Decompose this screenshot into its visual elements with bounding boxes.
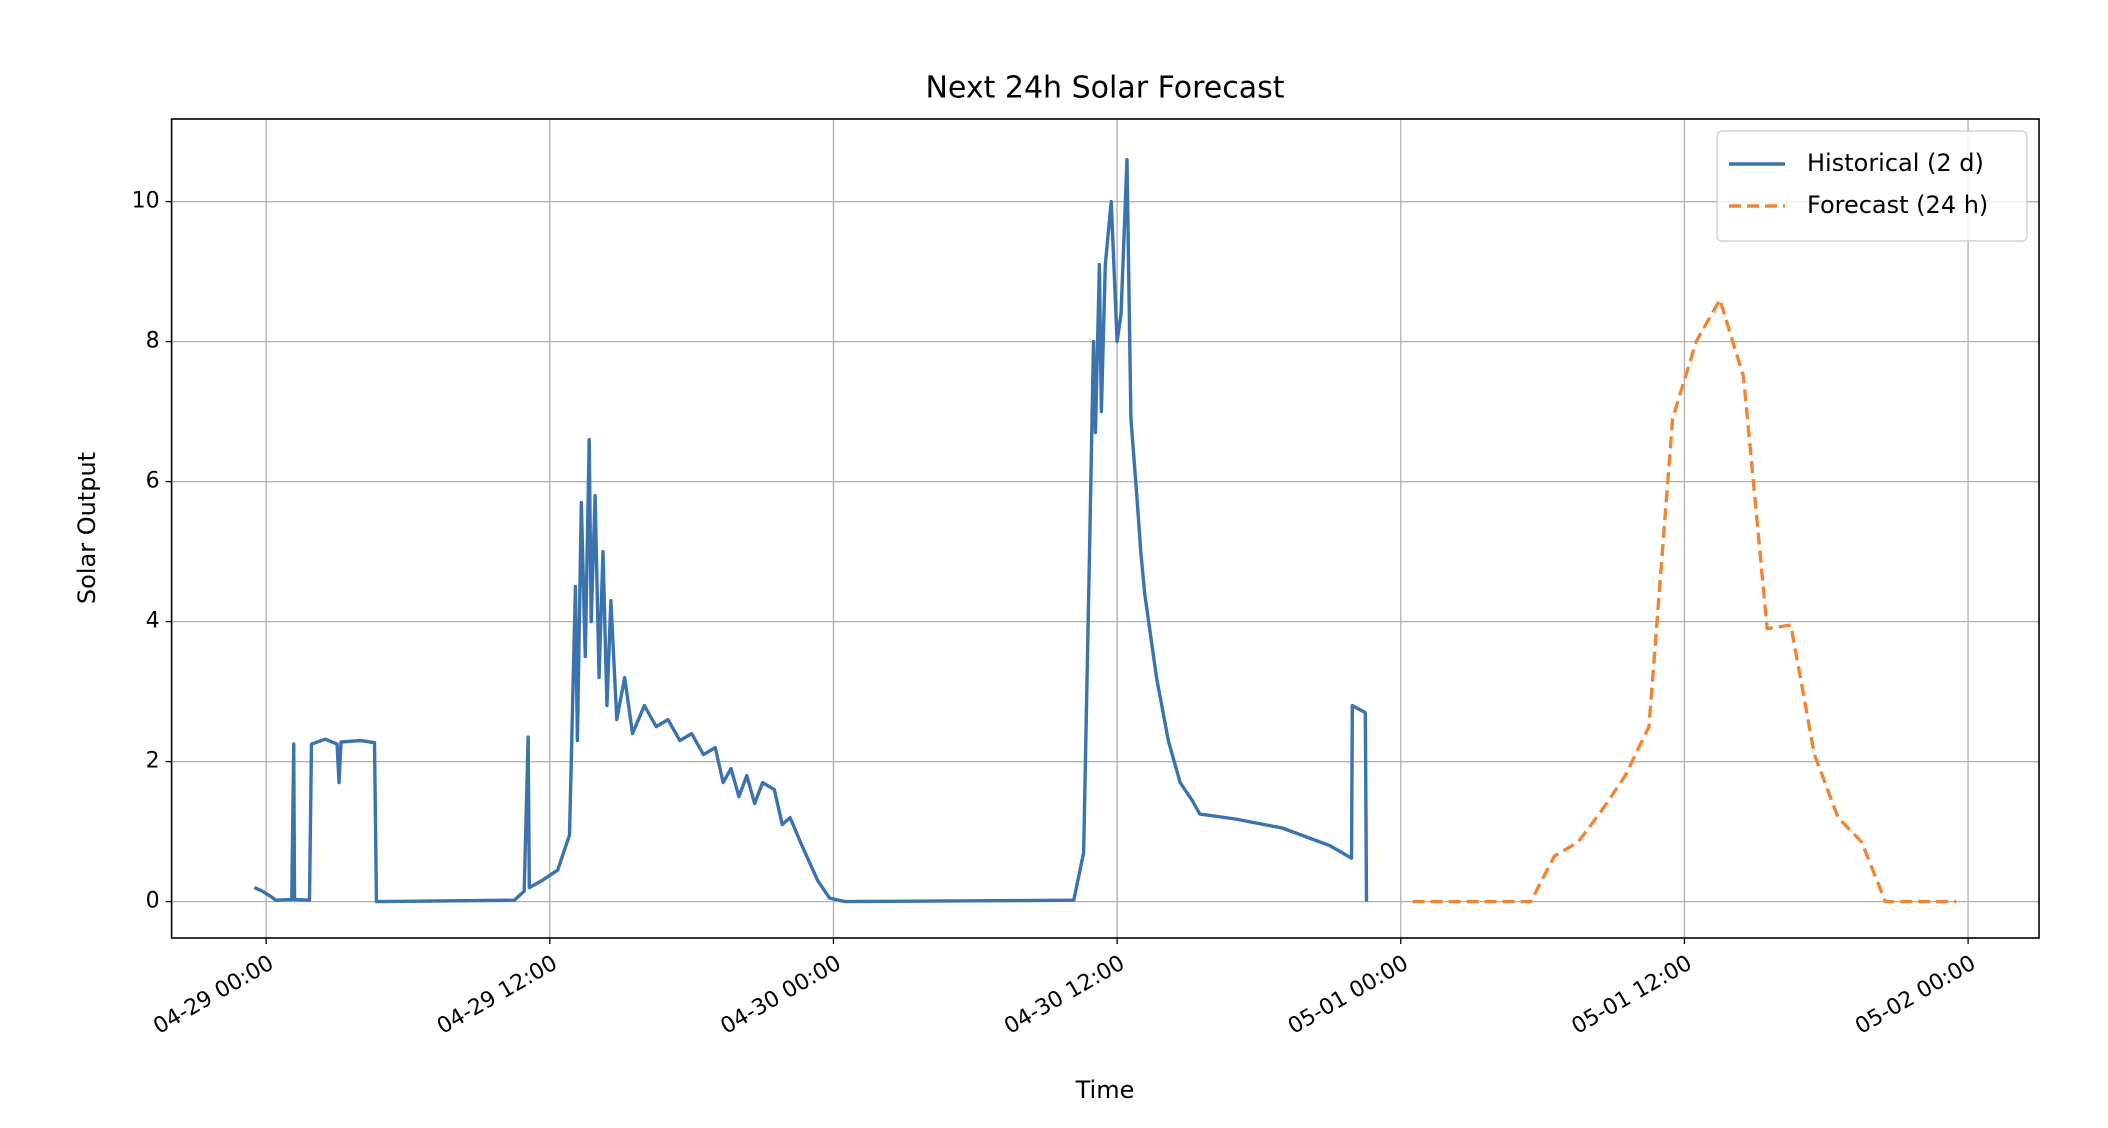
chart-title: Next 24h Solar Forecast <box>925 71 1284 106</box>
y-axis-label: Solar Output <box>73 452 101 604</box>
series-line <box>253 157 1369 904</box>
plot-frame <box>170 118 2040 939</box>
y-tick-label: 0 <box>146 889 160 914</box>
series-line <box>1412 297 1957 904</box>
y-tick-label: 6 <box>146 469 160 494</box>
y-tick-label: 2 <box>146 749 160 774</box>
legend-label: Historical (2 d) <box>1807 149 1984 177</box>
y-tick-label: 4 <box>146 609 160 634</box>
x-axis-label: Time <box>1075 1076 1135 1104</box>
legend-label: Forecast (24 h) <box>1807 191 1988 219</box>
y-tick-label: 10 <box>132 189 160 214</box>
legend-box <box>1716 130 2028 242</box>
y-tick-label: 8 <box>146 329 160 354</box>
